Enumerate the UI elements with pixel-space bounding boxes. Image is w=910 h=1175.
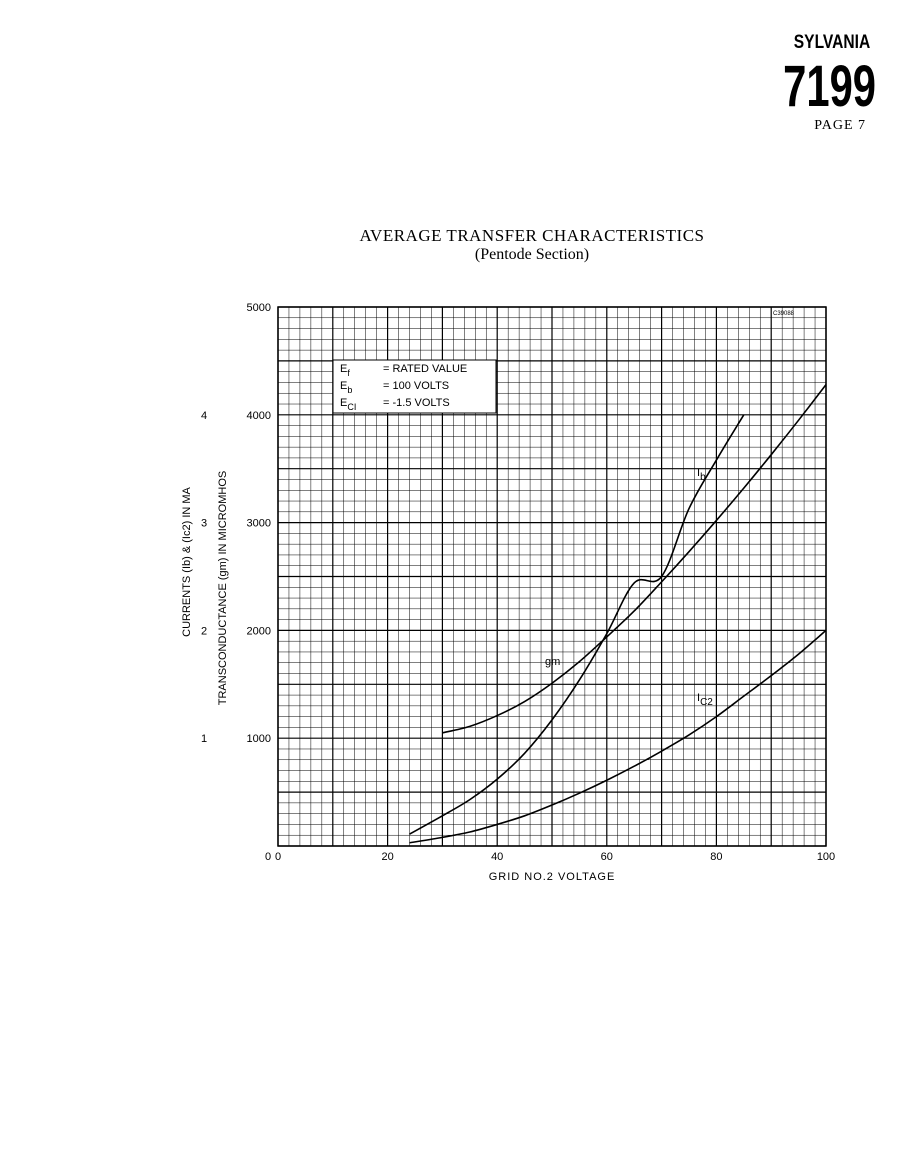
y-tick-label: 4000	[247, 410, 271, 422]
y-axis-label-outer: CURRENTS (Ib) & (Ic2) IN MA	[181, 486, 193, 636]
page-number: PAGE 7	[814, 118, 866, 133]
series-label-ib: Ib	[697, 467, 706, 483]
x-tick-label: 60	[601, 851, 613, 863]
chart-labels: 0 20 40 60 80 100 1000 2000 3000 4000 5000 0 1 2 3 4 gm I…	[201, 302, 835, 863]
condition-value: = 100 VOLTS	[383, 380, 449, 392]
series-label-gm: gm	[545, 656, 560, 668]
plot-frame	[277, 306, 827, 847]
y-axis-label-inner: TRANSCONDUCTANCE (gm) IN MICROMHOS	[217, 471, 229, 705]
y-ma-tick-label: 2	[201, 625, 207, 637]
x-tick-label: 40	[491, 851, 503, 863]
y-ma-tick-label: 4	[201, 410, 207, 422]
x-tick-label: 0	[275, 851, 281, 863]
x-axis-label: GRID NO.2 VOLTAGE	[489, 871, 616, 883]
x-tick-label: 100	[817, 851, 835, 863]
y-ma-tick-label: 3	[201, 518, 207, 530]
y-tick-label: 1000	[247, 733, 271, 745]
y-ma-tick-label: 1	[201, 733, 207, 745]
y-tick-label: 3000	[247, 518, 271, 530]
y-tick-label: 5000	[247, 302, 271, 314]
series-line-gm	[442, 384, 827, 734]
chart-title: AVERAGE TRANSFER CHARACTERISTICS	[359, 226, 705, 245]
series-line-ib	[409, 414, 745, 835]
y-tick-label: 2000	[247, 625, 271, 637]
origin-tick-label: 0	[265, 851, 271, 863]
model-number: 7199	[783, 54, 876, 119]
series-label-ic2: IC2	[697, 692, 713, 708]
condition-symbol: Ef	[340, 363, 350, 378]
x-tick-label: 80	[710, 851, 722, 863]
chart-subtitle: (Pentode Section)	[474, 246, 590, 263]
x-tick-label: 20	[381, 851, 393, 863]
brand-name: SYLVANIA	[793, 32, 870, 53]
chart-code: C39088	[773, 311, 795, 317]
condition-value: = RATED VALUE	[383, 363, 467, 375]
condition-value: = -1.5 VOLTS	[383, 397, 450, 409]
series-line-ic2	[409, 629, 827, 844]
chart-series	[409, 384, 827, 844]
